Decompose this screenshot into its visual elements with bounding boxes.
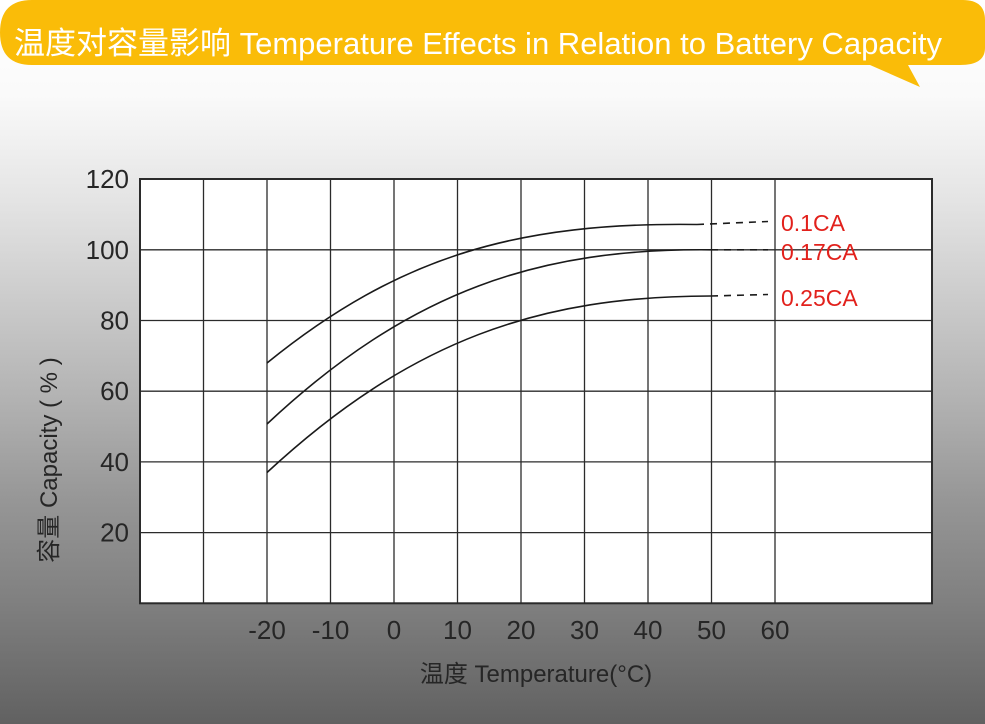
svg-text:0.17CA: 0.17CA	[781, 239, 858, 265]
svg-text:40: 40	[634, 615, 663, 645]
svg-text:20: 20	[507, 615, 536, 645]
svg-text:10: 10	[443, 615, 472, 645]
svg-text:0.25CA: 0.25CA	[781, 285, 858, 311]
svg-text:容量 Capacity ( % ): 容量 Capacity ( % )	[36, 357, 63, 562]
svg-text:-20: -20	[248, 615, 286, 645]
svg-text:100: 100	[86, 235, 129, 265]
svg-text:-10: -10	[312, 615, 350, 645]
svg-text:80: 80	[100, 306, 129, 336]
svg-text:50: 50	[697, 615, 726, 645]
svg-text:60: 60	[100, 376, 129, 406]
svg-text:120: 120	[86, 164, 129, 194]
svg-text:温度 Temperature(°C): 温度 Temperature(°C)	[420, 661, 652, 688]
svg-text:0: 0	[387, 615, 401, 645]
svg-text:60: 60	[761, 615, 790, 645]
svg-text:40: 40	[100, 447, 129, 477]
svg-text:0.1CA: 0.1CA	[781, 210, 846, 236]
svg-text:30: 30	[570, 615, 599, 645]
svg-text:20: 20	[100, 518, 129, 548]
